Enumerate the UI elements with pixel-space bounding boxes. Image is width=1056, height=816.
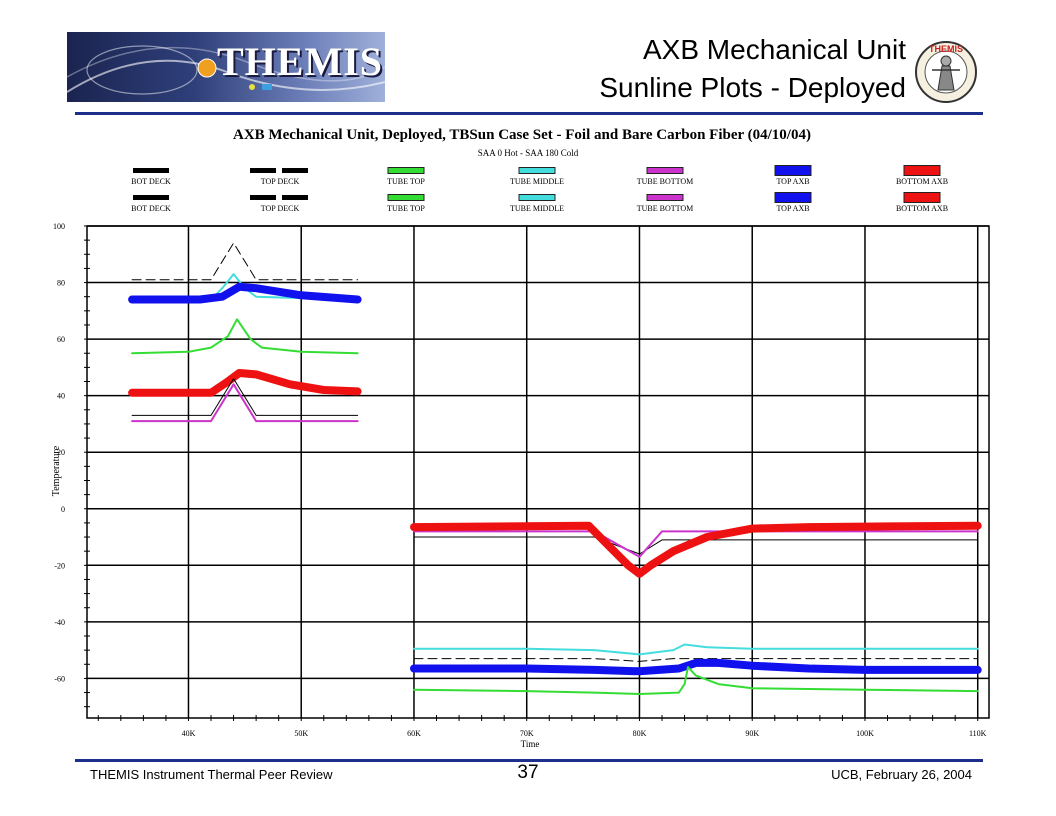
themis-seal-icon: THEMIS bbox=[915, 41, 977, 103]
legend-swatch bbox=[903, 192, 941, 203]
series-line-bot-deck-cold bbox=[413, 536, 979, 555]
legend-label: TUBE TOP bbox=[387, 177, 425, 186]
orbit-graphic bbox=[67, 45, 385, 95]
logo-text: THEMIS bbox=[217, 39, 384, 84]
x-tick-label: 90K bbox=[745, 729, 759, 738]
chart-title: AXB Mechanical Unit, Deployed, TBSun Cas… bbox=[233, 127, 811, 143]
plot-frame bbox=[86, 225, 990, 719]
chart-subtitle: SAA 0 Hot - SAA 180 Cold bbox=[478, 148, 579, 158]
y-tick-label: -40 bbox=[54, 618, 65, 627]
legend-swatch bbox=[518, 167, 556, 174]
chart-series bbox=[128, 242, 982, 695]
legend-label: TUBE BOTTOM bbox=[637, 204, 694, 213]
y-tick-label: 20 bbox=[57, 448, 65, 457]
page-title-line-2: Sunline Plots - Deployed bbox=[599, 72, 906, 103]
x-tick-label: 50K bbox=[294, 729, 308, 738]
legend-swatch bbox=[282, 195, 308, 200]
legend-swatch bbox=[903, 165, 941, 176]
legend-swatch bbox=[646, 167, 684, 174]
legend-label: TOP DECK bbox=[261, 177, 300, 186]
x-tick-label: 80K bbox=[633, 729, 647, 738]
x-tick-label: 110K bbox=[969, 729, 987, 738]
legend-swatch bbox=[282, 168, 308, 173]
legend-label: BOT DECK bbox=[131, 177, 171, 186]
seal-text: THEMIS bbox=[929, 44, 963, 54]
legend-swatch bbox=[774, 165, 812, 176]
legend-label: TUBE BOTTOM bbox=[637, 177, 694, 186]
series-line-bot-deck-hot bbox=[131, 378, 359, 416]
legend-swatch bbox=[250, 195, 276, 200]
legend-label: TUBE MIDDLE bbox=[510, 177, 564, 186]
series-line-top-axb-hot bbox=[128, 282, 362, 304]
chart-axes: 100 80 60 40 20 0 -20 -40 -60 40K 50K 60K 70K 80K 90K 1… bbox=[53, 222, 990, 738]
legend-label: BOTTOM AXB bbox=[896, 204, 948, 213]
series-line-bottom-axb-hot bbox=[128, 369, 362, 397]
x-tick-label: 70K bbox=[520, 729, 534, 738]
page-title-line-1: AXB Mechanical Unit bbox=[642, 34, 906, 65]
series-line-top-deck-hot bbox=[131, 242, 359, 281]
footer-rule bbox=[75, 759, 983, 762]
x-tick-label: 60K bbox=[407, 729, 421, 738]
legend-label: BOTTOM AXB bbox=[896, 177, 948, 186]
footer-left-text: THEMIS Instrument Thermal Peer Review bbox=[90, 767, 333, 782]
y-tick-label: 80 bbox=[57, 279, 65, 288]
series-line-tube-middle-cold bbox=[413, 643, 979, 656]
legend-label: TOP AXB bbox=[776, 177, 809, 186]
temperature-chart: AXB Mechanical Unit, Deployed, TBSun Cas… bbox=[51, 127, 990, 749]
legend-swatch bbox=[250, 168, 276, 173]
series-line-tube-top-cold bbox=[413, 666, 979, 695]
header-rule bbox=[75, 112, 983, 115]
legend-swatch bbox=[133, 195, 169, 200]
legend-label: TUBE MIDDLE bbox=[510, 204, 564, 213]
y-tick-label: 60 bbox=[57, 335, 65, 344]
chart-legend: BOT DECK TOP DECK TUBE TOP TUBE MIDDLE TUBE … bbox=[131, 165, 948, 213]
legend-label: TOP AXB bbox=[776, 204, 809, 213]
themis-logo: THEMIS bbox=[67, 32, 385, 102]
series-line-top-deck-cold bbox=[413, 658, 979, 662]
chart-grid bbox=[87, 225, 989, 718]
y-axis-label: Temperature bbox=[51, 445, 62, 496]
footer-right-text: UCB, February 26, 2004 bbox=[831, 767, 972, 782]
page-number: 37 bbox=[517, 762, 539, 783]
series-line-tube-top-hot bbox=[131, 318, 359, 355]
y-tick-label: -60 bbox=[54, 674, 65, 683]
y-tick-label: -20 bbox=[54, 561, 65, 570]
legend-label: BOT DECK bbox=[131, 204, 171, 213]
series-line-top-axb-cold bbox=[410, 658, 982, 676]
y-tick-label: 40 bbox=[57, 392, 65, 401]
legend-swatch bbox=[774, 192, 812, 203]
series-line-bottom-axb-cold bbox=[410, 521, 982, 578]
legend-label: TOP DECK bbox=[261, 204, 300, 213]
legend-swatch bbox=[133, 168, 169, 173]
x-axis-label: Time bbox=[521, 739, 540, 749]
legend-swatch bbox=[518, 194, 556, 201]
legend-swatch bbox=[646, 194, 684, 201]
x-tick-label: 40K bbox=[182, 729, 196, 738]
series-line-tube-bottom-hot bbox=[131, 383, 359, 423]
legend-label: TUBE TOP bbox=[387, 204, 425, 213]
y-tick-label: 0 bbox=[61, 505, 65, 514]
x-tick-label: 100K bbox=[856, 729, 874, 738]
legend-swatch bbox=[387, 194, 425, 201]
y-tick-label: 100 bbox=[53, 222, 65, 231]
legend-swatch bbox=[387, 167, 425, 174]
